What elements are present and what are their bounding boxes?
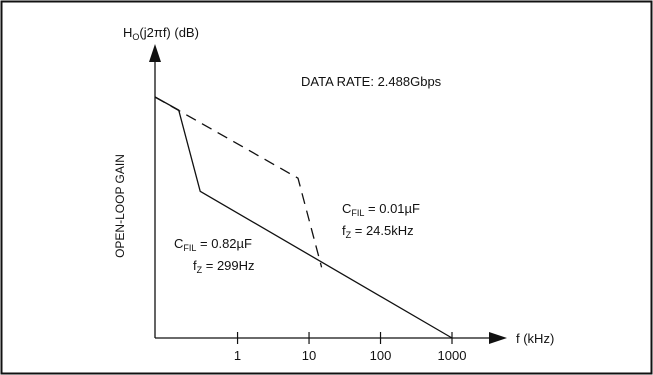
y-axis-label-main: H [123,25,132,40]
side-label: OPEN-LOOP GAIN [113,154,127,258]
series-group [154,96,453,339]
cfil-label-1: CFIL = 0.82µF [174,236,252,253]
x-tick-label: 1000 [438,348,467,363]
y-axis-label: HO(j2πf) (dB) [123,25,199,42]
x-axis-title: f (kHz) [516,331,554,346]
x-ticks: 1 10 100 1000 [234,332,467,363]
fz-label-2: fZ = 24.5kHz [342,223,414,240]
cfil-label-2: CFIL = 0.01µF [342,201,420,218]
y-axis-label-subscript: O [132,32,139,42]
fz-label-1: fZ = 299Hz [193,258,255,275]
x-tick-label: 10 [302,348,316,363]
y-axis-arrow-icon [149,44,161,62]
data-rate-annotation: DATA RATE: 2.488Gbps [301,74,442,89]
dashed-gain-curve [154,96,323,268]
x-axis-arrow-icon [489,332,507,344]
y-axis-label-rest: (j2πf) (dB) [139,25,199,40]
solid-gain-curve [154,96,453,339]
x-tick-label: 100 [370,348,392,363]
x-tick-label: 1 [234,348,241,363]
